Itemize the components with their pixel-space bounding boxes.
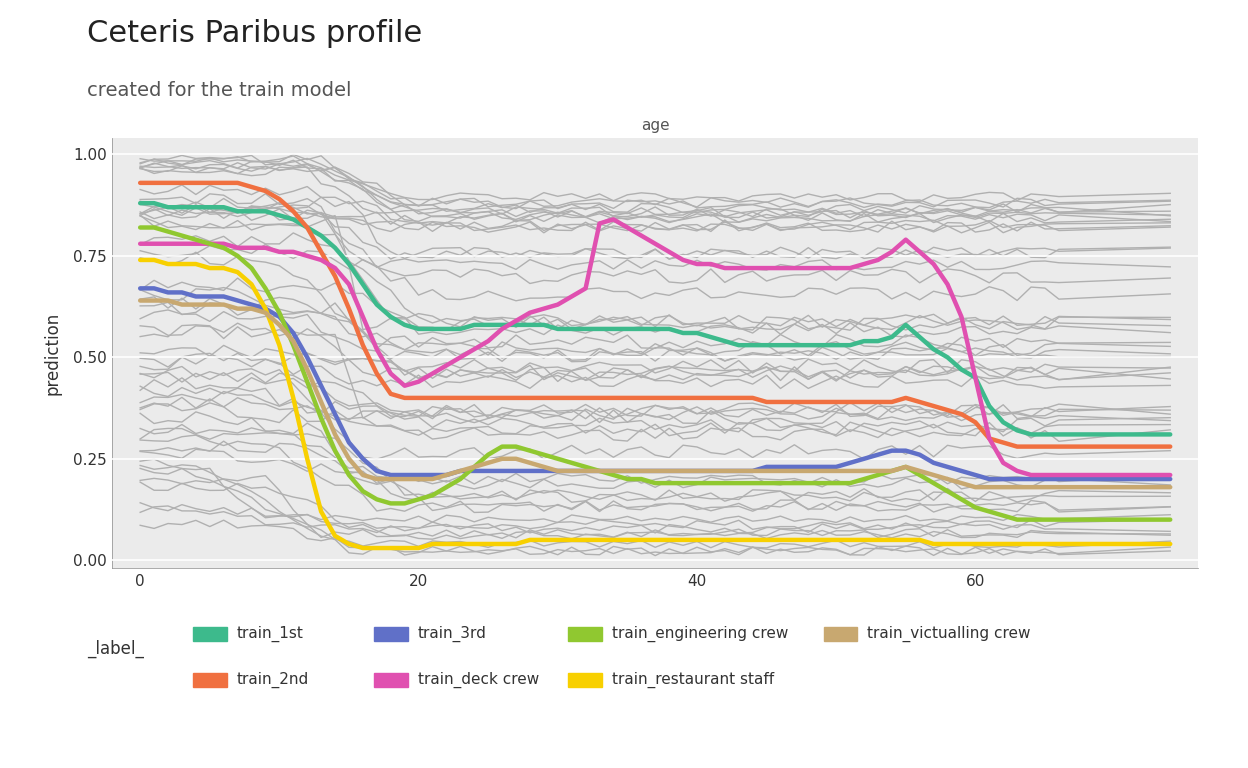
Text: Ceteris Paribus profile: Ceteris Paribus profile (87, 19, 423, 48)
Text: train_deck crew: train_deck crew (418, 671, 539, 688)
Text: train_3rd: train_3rd (418, 625, 487, 642)
Y-axis label: prediction: prediction (44, 312, 62, 395)
Text: created for the train model: created for the train model (87, 81, 352, 100)
Text: train_victualling crew: train_victualling crew (867, 625, 1031, 642)
Title: age: age (641, 118, 669, 133)
Text: _label_: _label_ (87, 640, 145, 658)
Text: train_1st: train_1st (237, 625, 305, 642)
Text: train_restaurant staff: train_restaurant staff (612, 671, 774, 688)
Text: train_engineering crew: train_engineering crew (612, 625, 787, 642)
Text: train_2nd: train_2nd (237, 671, 310, 688)
